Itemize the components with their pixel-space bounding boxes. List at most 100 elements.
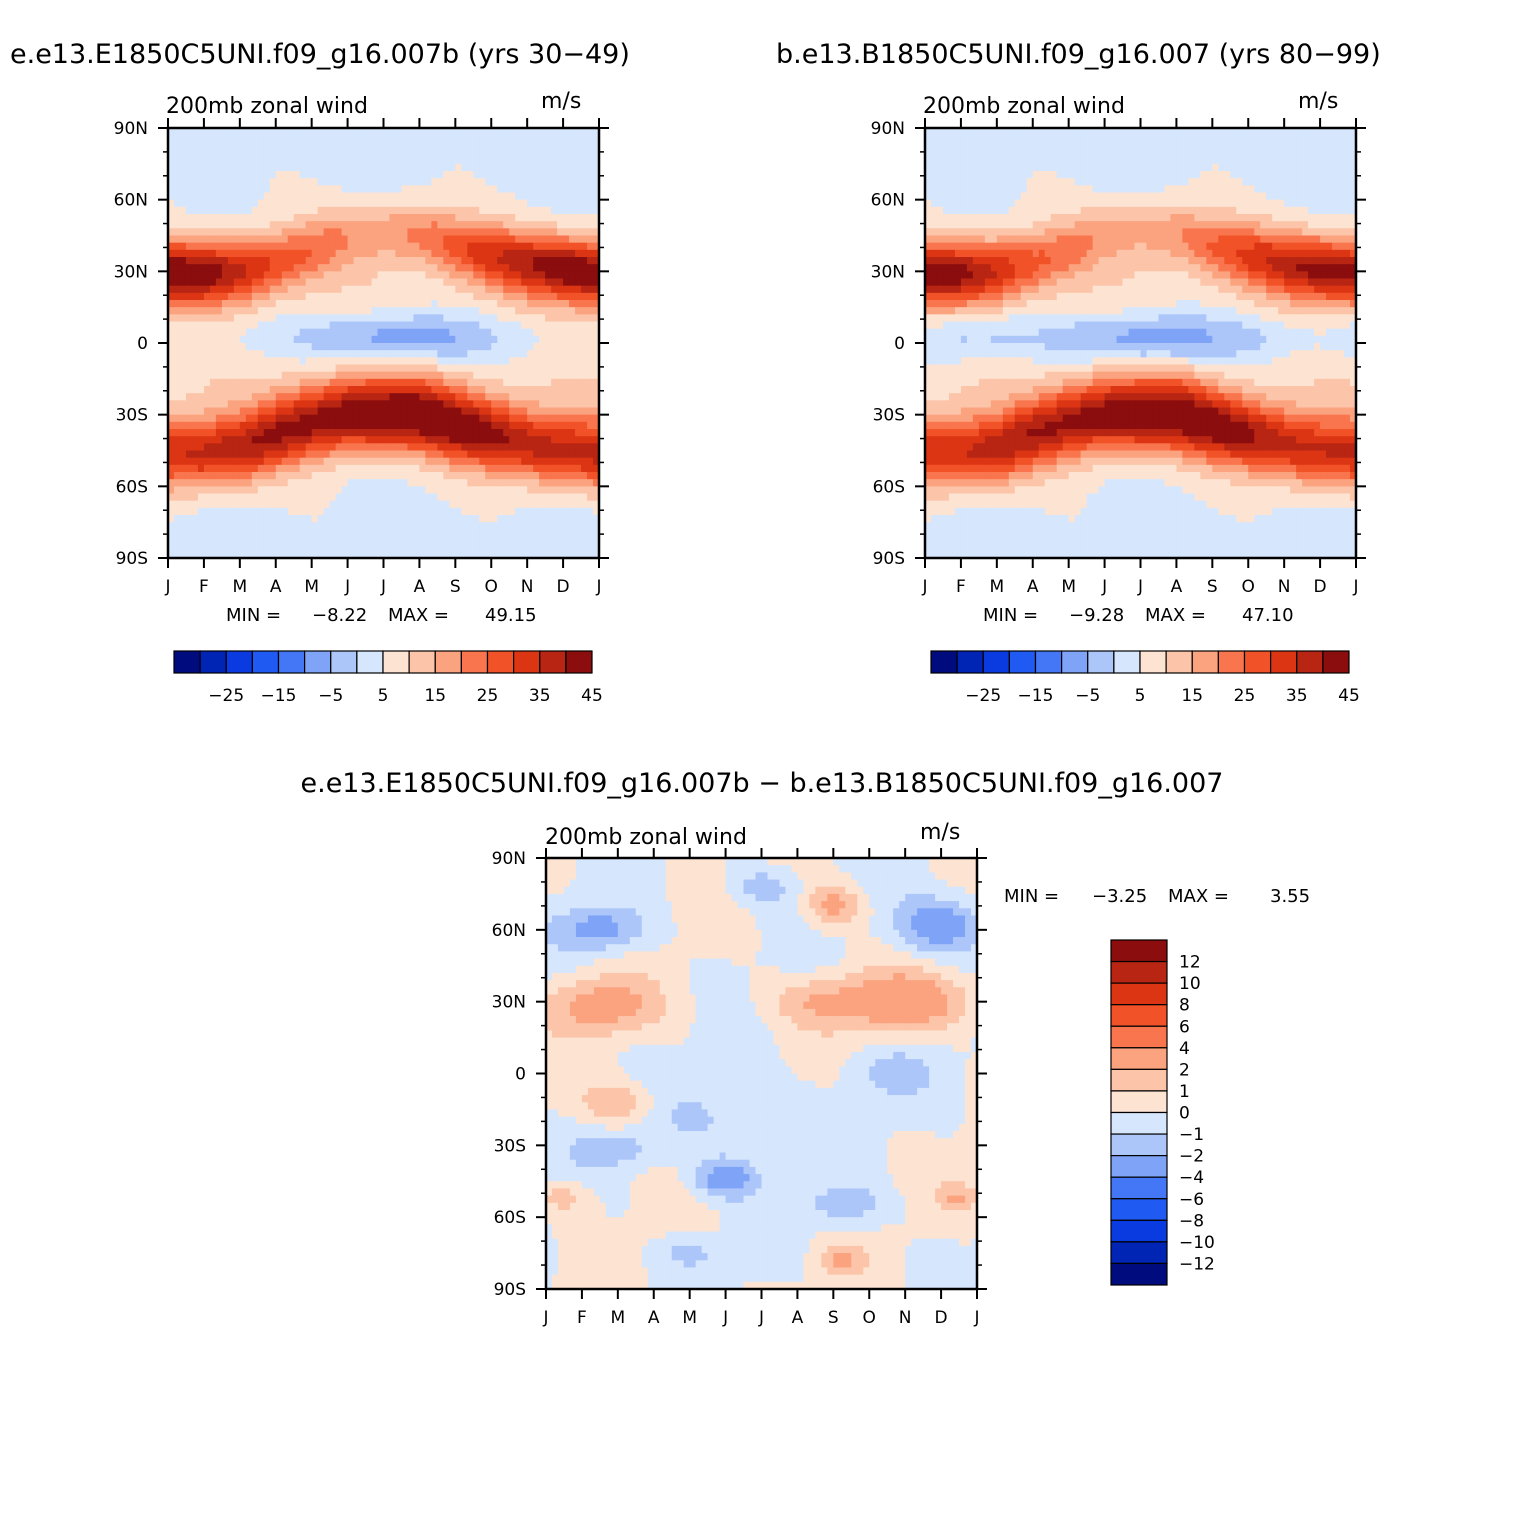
left-field-cell <box>437 278 444 287</box>
left-field-cell <box>551 486 558 495</box>
left-field-cell <box>209 128 217 136</box>
left-field-cell <box>245 178 253 186</box>
left-field-cell <box>491 335 498 344</box>
left-field-cell <box>575 214 582 222</box>
left-field-cell <box>179 292 187 301</box>
left-field-cell <box>347 321 355 330</box>
left-field-cell <box>353 407 361 416</box>
left-field-cell <box>413 550 421 559</box>
left-field-cell <box>527 314 534 323</box>
left-field-cell <box>293 285 301 294</box>
left-field-cell <box>335 242 343 251</box>
left-field-cell <box>185 357 193 366</box>
left-field-cell <box>245 500 253 509</box>
left-field-cell <box>443 235 450 244</box>
left-field-cell <box>389 400 397 409</box>
left-field-cell <box>587 364 594 373</box>
left-field-cell <box>329 371 337 380</box>
left-field-cell <box>359 500 367 509</box>
left-field-cell <box>305 536 313 545</box>
left-field-cell <box>371 414 379 423</box>
left-field-cell <box>551 479 558 487</box>
left-field-cell <box>467 221 474 229</box>
left-field-cell <box>179 328 187 337</box>
right-field-cell <box>925 228 932 237</box>
left-field-cell <box>395 400 403 409</box>
left-field-cell <box>455 149 462 158</box>
right-field-cell <box>948 285 956 294</box>
left-field-cell <box>293 378 301 387</box>
right-field-cell <box>930 515 938 523</box>
right-field-cell <box>925 163 932 172</box>
left-field-cell <box>575 156 582 165</box>
left-field-cell <box>545 500 552 509</box>
left-field-cell <box>293 242 301 251</box>
left-field-cell <box>377 156 385 165</box>
left-field-cell <box>281 321 289 330</box>
left-field-cell <box>431 343 438 351</box>
left-field-cell <box>377 321 385 330</box>
left-field-cell <box>497 393 504 401</box>
left-max-label: MAX = <box>388 605 449 626</box>
left-field-cell <box>197 515 205 523</box>
left-field-cell <box>455 393 462 401</box>
right-field-cell <box>925 450 932 459</box>
left-field-cell <box>395 393 403 401</box>
left-field-cell <box>449 156 456 165</box>
right-field-cell <box>954 364 962 373</box>
right-field-cell <box>954 350 962 358</box>
left-field-cell <box>419 350 427 358</box>
right-field-cell <box>960 171 968 179</box>
left-field-cell <box>383 529 391 538</box>
left-field-cell <box>521 522 528 530</box>
left-field-cell <box>215 450 223 459</box>
left-field-cell <box>521 228 528 237</box>
right-field-cell <box>930 257 938 265</box>
left-field-cell <box>551 364 558 373</box>
left-field-cell <box>401 472 409 480</box>
left-field-cell <box>485 522 492 530</box>
left-field-cell <box>245 486 253 495</box>
left-field-cell <box>503 300 510 308</box>
left-field-cell <box>305 343 313 351</box>
left-field-cell <box>521 192 528 201</box>
right-field-cell <box>948 307 956 315</box>
left-field-cell <box>569 192 576 201</box>
left-field-cell <box>251 163 259 172</box>
left-field-cell <box>185 178 193 186</box>
left-field-cell <box>461 421 468 430</box>
left-field-cell <box>239 249 247 258</box>
left-field-cell <box>299 550 307 559</box>
left-field-cell <box>371 350 379 358</box>
left-field-cell <box>425 257 432 265</box>
left-field-cell <box>353 335 361 344</box>
left-field-cell <box>575 228 582 237</box>
left-field-cell <box>479 171 486 179</box>
left-field-cell <box>311 550 319 559</box>
right-field-cell <box>936 529 944 538</box>
left-field-cell <box>539 149 546 158</box>
left-field-cell <box>593 292 600 301</box>
right-field-cell <box>930 264 938 272</box>
right-field-cell <box>942 443 950 452</box>
left-field-cell <box>593 221 600 229</box>
left-field-cell <box>593 357 600 366</box>
left-field-cell <box>389 522 397 530</box>
left-field-cell <box>221 249 229 258</box>
left-field-cell <box>323 249 331 258</box>
left-field-cell <box>233 163 241 172</box>
left-field-cell <box>401 536 409 545</box>
left-field-cell <box>461 357 468 366</box>
left-field-cell <box>347 393 355 401</box>
left-field-cell <box>539 142 546 151</box>
left-field-cell <box>281 443 289 452</box>
right-field-cell <box>936 364 944 373</box>
left-field-cell <box>425 235 432 244</box>
left-field-cell <box>305 285 313 294</box>
left-field-cell <box>437 436 444 444</box>
left-field-cell <box>305 206 313 215</box>
left-field-cell <box>257 156 265 165</box>
left-field-cell <box>581 507 588 516</box>
left-field-cell <box>515 357 522 366</box>
left-field-cell <box>419 493 427 502</box>
